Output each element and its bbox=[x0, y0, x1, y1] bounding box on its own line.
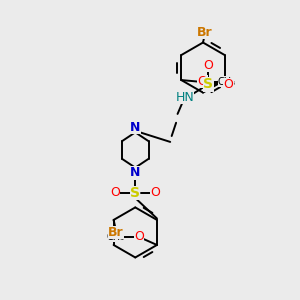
Text: Br: Br bbox=[197, 26, 212, 39]
Text: O: O bbox=[224, 78, 233, 91]
Text: N: N bbox=[130, 167, 140, 179]
Text: S: S bbox=[130, 186, 140, 200]
Text: O: O bbox=[203, 59, 213, 72]
Text: Br: Br bbox=[108, 226, 124, 239]
Text: N: N bbox=[130, 121, 140, 134]
Text: CH₃: CH₃ bbox=[106, 232, 124, 242]
Text: O: O bbox=[134, 230, 144, 243]
Text: O: O bbox=[110, 186, 120, 199]
Text: O: O bbox=[198, 75, 208, 88]
Text: CH₃: CH₃ bbox=[218, 76, 236, 86]
Text: S: S bbox=[203, 77, 214, 92]
Text: O: O bbox=[150, 186, 160, 199]
Text: HN: HN bbox=[176, 91, 194, 104]
